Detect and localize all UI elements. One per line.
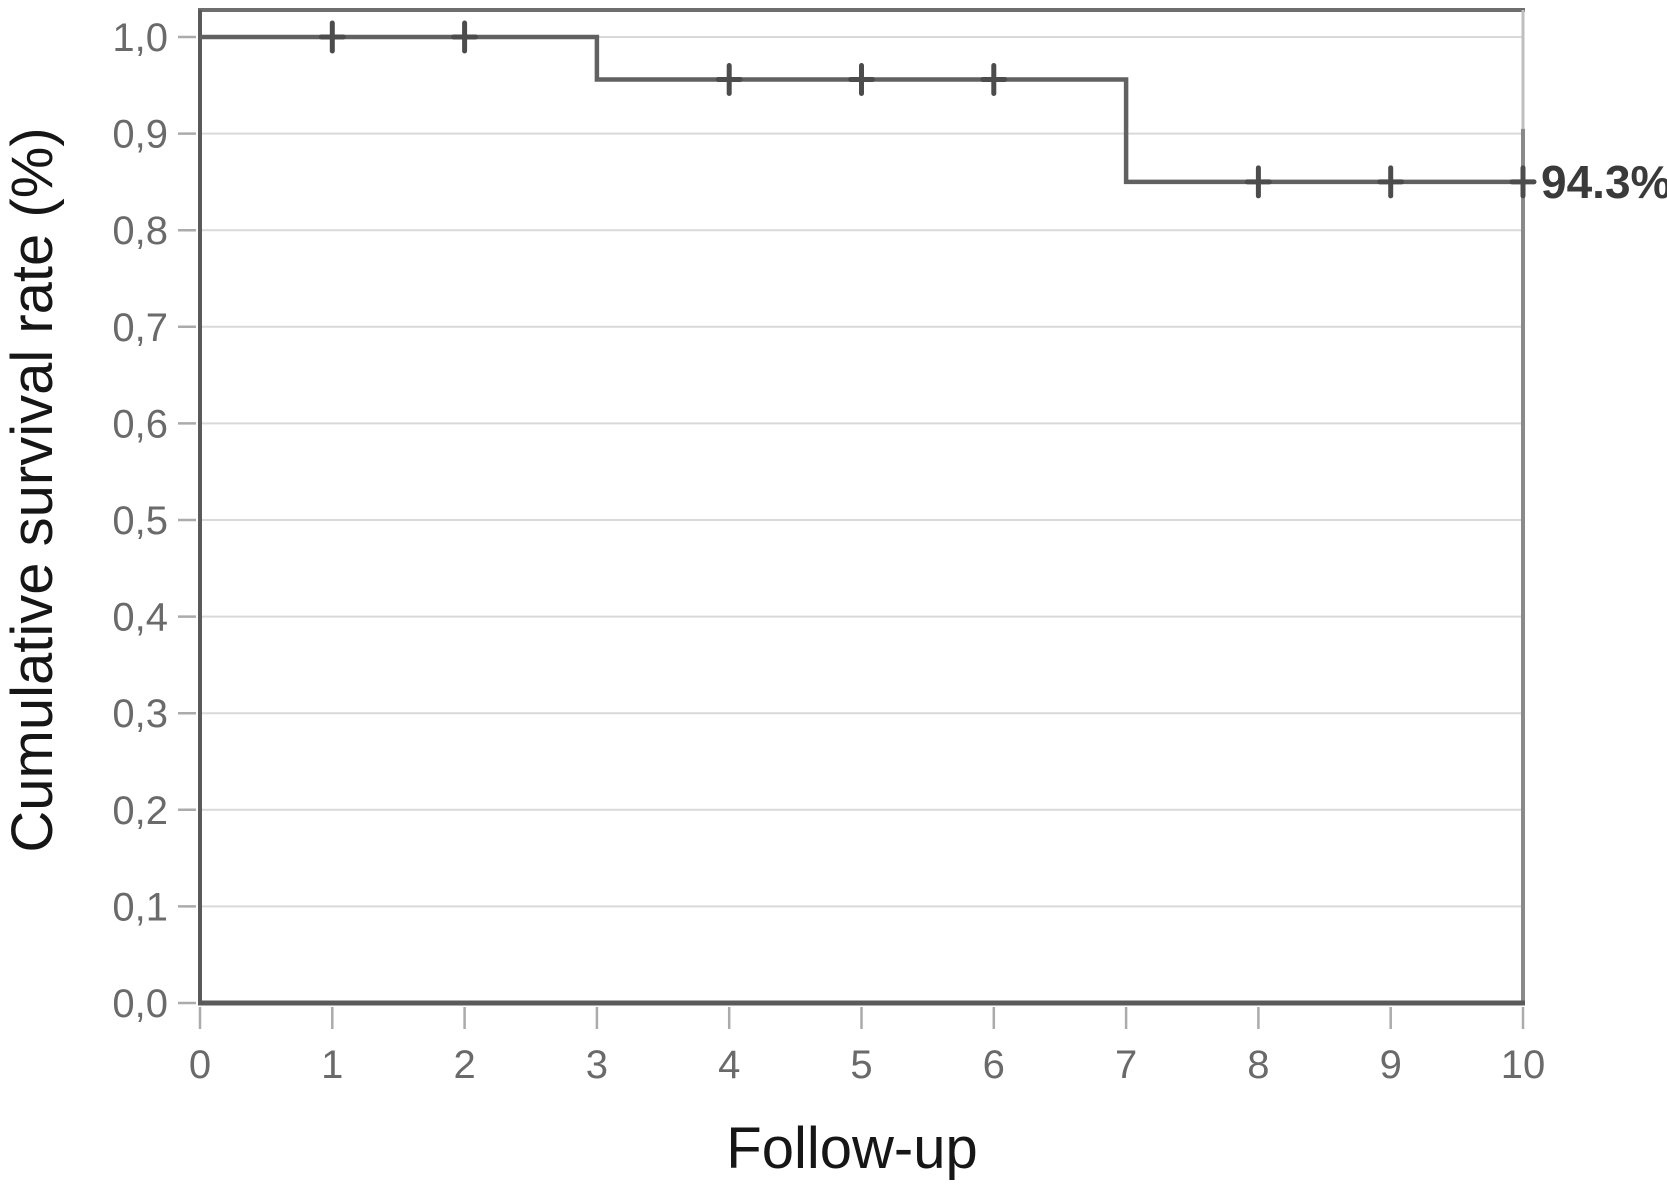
y-axis-title: Cumulative survival rate (%) xyxy=(0,127,65,852)
x-tick-label-6: 6 xyxy=(983,1043,1005,1087)
y-tick-label-0,9: 0,9 xyxy=(112,113,168,157)
axis-tick-marks xyxy=(178,35,1525,1029)
y-tick-label-0,6: 0,6 xyxy=(112,402,168,446)
y-tick-label-0,7: 0,7 xyxy=(112,306,168,350)
plot-frame xyxy=(198,8,1525,1006)
x-tick-label-0: 0 xyxy=(189,1043,211,1087)
censor-mark-x6 xyxy=(980,63,1008,97)
censor-marks xyxy=(318,20,1537,199)
survival-curve-path xyxy=(200,34,1523,185)
x-tick-label-5: 5 xyxy=(850,1043,872,1087)
y-tick-label-0,4: 0,4 xyxy=(112,596,168,640)
x-tick-label-3: 3 xyxy=(586,1043,608,1087)
x-tick-label-10: 10 xyxy=(1501,1043,1546,1087)
y-tick-label-0,2: 0,2 xyxy=(112,789,168,833)
x-tick-label-9: 9 xyxy=(1380,1043,1402,1087)
censor-mark-x10 xyxy=(1509,165,1537,199)
x-tick-label-4: 4 xyxy=(718,1043,740,1087)
y-tick-labels: 0,0 0,1 0,2 0,3 0,4 0,5 0,6 0,7 0,8 0,9 1,0 xyxy=(112,16,168,1026)
final-survival-annotation: 94.3% xyxy=(1541,156,1667,208)
y-tick-label-1,0: 1,0 xyxy=(112,16,168,60)
survival-step-curve xyxy=(200,34,1523,185)
x-tick-label-8: 8 xyxy=(1247,1043,1269,1087)
censor-mark-x8 xyxy=(1244,165,1272,199)
censor-mark-x1 xyxy=(318,20,346,54)
x-axis-title: Follow-up xyxy=(726,1116,977,1181)
x-tick-labels: 0 1 2 3 4 5 6 7 8 9 10 xyxy=(189,1043,1545,1087)
gridlines xyxy=(200,36,1523,908)
y-tick-label-0,3: 0,3 xyxy=(112,692,168,736)
y-tick-label-0,0: 0,0 xyxy=(112,982,168,1026)
censor-mark-x2 xyxy=(451,20,479,54)
y-tick-label-0,8: 0,8 xyxy=(112,209,168,253)
censor-mark-x4 xyxy=(715,63,743,97)
x-tick-label-7: 7 xyxy=(1115,1043,1137,1087)
censor-mark-x5 xyxy=(848,63,875,97)
x-tick-label-1: 1 xyxy=(321,1043,343,1087)
y-tick-label-0,1: 0,1 xyxy=(112,885,168,929)
censor-mark-x9 xyxy=(1377,165,1405,199)
x-tick-label-2: 2 xyxy=(453,1043,475,1087)
y-tick-label-0,5: 0,5 xyxy=(112,499,168,543)
